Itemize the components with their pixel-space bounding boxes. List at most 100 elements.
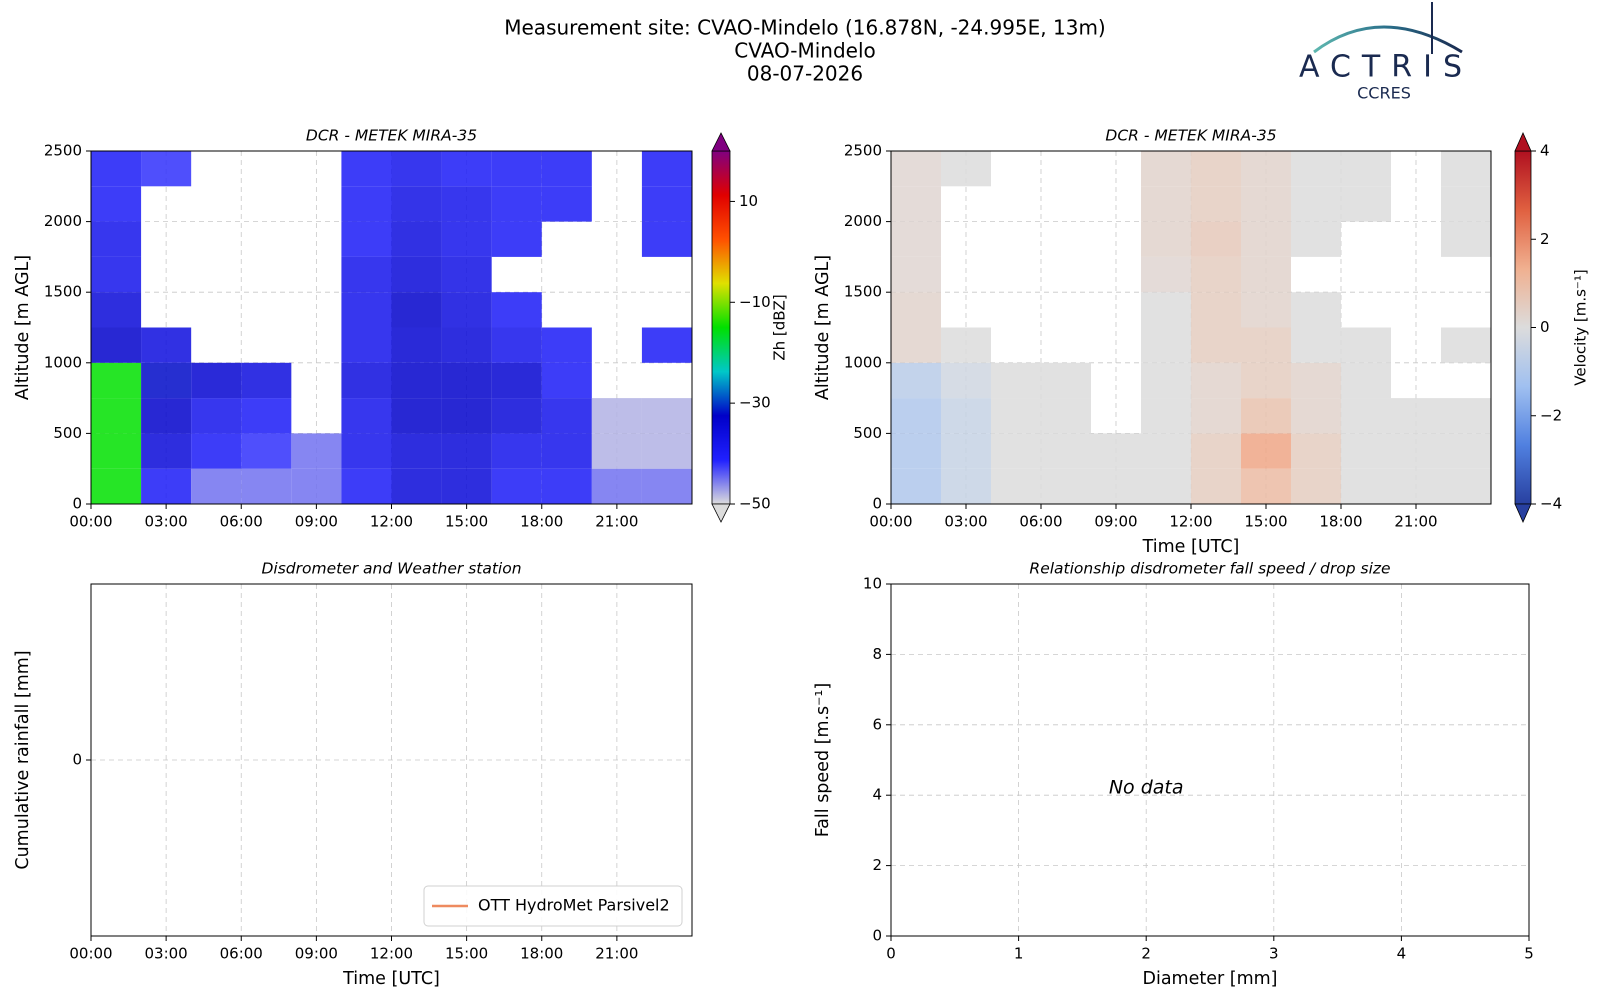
x-tick-label: 21:00 (1394, 513, 1437, 531)
heatmap-cell (1141, 292, 1191, 328)
colorbar-extend (711, 132, 731, 152)
heatmap-cell (1341, 433, 1391, 469)
heatmap-cell (241, 468, 292, 504)
logo-arc (1313, 25, 1463, 54)
heatmap-cell (891, 292, 941, 328)
heatmap-cell (1041, 362, 1091, 399)
heatmap-cell (441, 292, 492, 328)
colorbar-tick-label: −4 (1540, 495, 1562, 513)
x-tick-label: 03:00 (145, 945, 188, 963)
heatmap-cell (1191, 327, 1241, 363)
heatmap-cell (1391, 398, 1441, 434)
heatmap-cell (1291, 433, 1341, 469)
heatmap-cell (891, 186, 941, 222)
x-tick-label: 00:00 (69, 513, 112, 531)
colorbar-extend (1514, 503, 1532, 523)
colorbar (1514, 150, 1532, 505)
heatmap-cell (1291, 327, 1341, 363)
x-tick-label: 4 (1397, 945, 1407, 963)
colorbar (711, 150, 731, 505)
heatmap-cell (1091, 433, 1141, 469)
heatmap-cell (341, 221, 392, 257)
heatmap-cell (1291, 398, 1341, 434)
heatmap-cell (1241, 468, 1291, 504)
heatmap-cell (1291, 362, 1341, 399)
heatmap-cell (391, 292, 442, 328)
axes-frame (90, 583, 693, 937)
heatmap-cell (1141, 433, 1191, 469)
colorbar-tick-label: −30 (739, 394, 771, 412)
colorbar-tick-label: −50 (739, 495, 771, 513)
heatmap-cell (1291, 221, 1341, 257)
heatmap-cell (491, 398, 542, 434)
heatmap-cell (1441, 186, 1491, 222)
heatmap-cell (1241, 433, 1291, 469)
x-tick-label: 06:00 (220, 513, 263, 531)
heatmap-cell (91, 221, 142, 257)
heatmap-cell (141, 151, 192, 187)
axes-frame (890, 583, 1530, 937)
y-axis-label: Fall speed [m.s⁻¹] (813, 683, 833, 838)
logo-subtitle: CCRES (1357, 84, 1411, 103)
colorbar-tick-label: 10 (739, 192, 758, 210)
colorbar-tick-label: −10 (739, 293, 771, 311)
axes-frame (90, 150, 693, 505)
heatmap-cell (641, 468, 692, 504)
heatmap-cell (891, 151, 941, 187)
heatmap-cell (391, 468, 442, 504)
y-tick-label: 2000 (844, 212, 882, 230)
heatmap-cell (91, 151, 142, 187)
x-tick-label: 09:00 (1094, 513, 1137, 531)
heatmap-cell (641, 398, 692, 434)
heatmap-cell (341, 468, 392, 504)
heatmap-cell (491, 433, 542, 469)
y-tick-label: 500 (53, 424, 82, 442)
title-line: CVAO-Mindelo (734, 39, 876, 63)
heatmap-cell (91, 362, 142, 399)
heatmap-cell (241, 398, 292, 434)
heatmap-cell (491, 221, 542, 257)
heatmap-cell (1141, 362, 1191, 399)
legend-label: OTT HydroMet Parsivel2 (478, 896, 670, 915)
y-axis-label: Altitude [m AGL] (813, 255, 833, 400)
heatmap-cell (941, 398, 991, 434)
heatmap-cell (1441, 468, 1491, 504)
heatmap-cell (1341, 151, 1391, 187)
heatmap-cell (441, 327, 492, 363)
heatmap-cell (1191, 362, 1241, 399)
logo-name: ACTRIS (1299, 50, 1473, 85)
heatmap-cell (1191, 221, 1241, 257)
colorbar-tick-label: 4 (1540, 142, 1550, 160)
heatmap-cell (1341, 327, 1391, 363)
heatmap-cell (1241, 398, 1291, 434)
heatmap-cell (1141, 398, 1191, 434)
x-axis-label: Time [UTC] (1142, 537, 1240, 557)
heatmap-cell (1141, 327, 1191, 363)
heatmap-cell (1391, 433, 1441, 469)
heatmap-cell (341, 433, 392, 469)
heatmap-cell (441, 398, 492, 434)
heatmap-cell (1291, 151, 1341, 187)
y-axis-label: Altitude [m AGL] (13, 255, 33, 400)
heatmap-cell (441, 362, 492, 399)
heatmap-cell (1341, 468, 1391, 504)
heatmap-cell (1191, 468, 1241, 504)
heatmap-cell (1291, 468, 1341, 504)
heatmap-cell (591, 398, 642, 434)
heatmap-cell (641, 186, 692, 222)
heatmap-cell (541, 186, 592, 222)
colorbar-tick-label: 0 (1540, 318, 1550, 336)
heatmap-cell (491, 292, 542, 328)
heatmap-cell (441, 433, 492, 469)
heatmap-cell (391, 362, 442, 399)
heatmap-cell (341, 398, 392, 434)
heatmap-cell (1241, 362, 1291, 399)
y-tick-label: 8 (872, 645, 882, 663)
heatmap-cell (891, 256, 941, 293)
x-tick-label: 12:00 (1169, 513, 1212, 531)
heatmap-cell (941, 327, 991, 363)
heatmap-cell (441, 186, 492, 222)
heatmap-cell (391, 186, 442, 222)
heatmap-cell (241, 362, 292, 399)
heatmap-cell (1441, 151, 1491, 187)
